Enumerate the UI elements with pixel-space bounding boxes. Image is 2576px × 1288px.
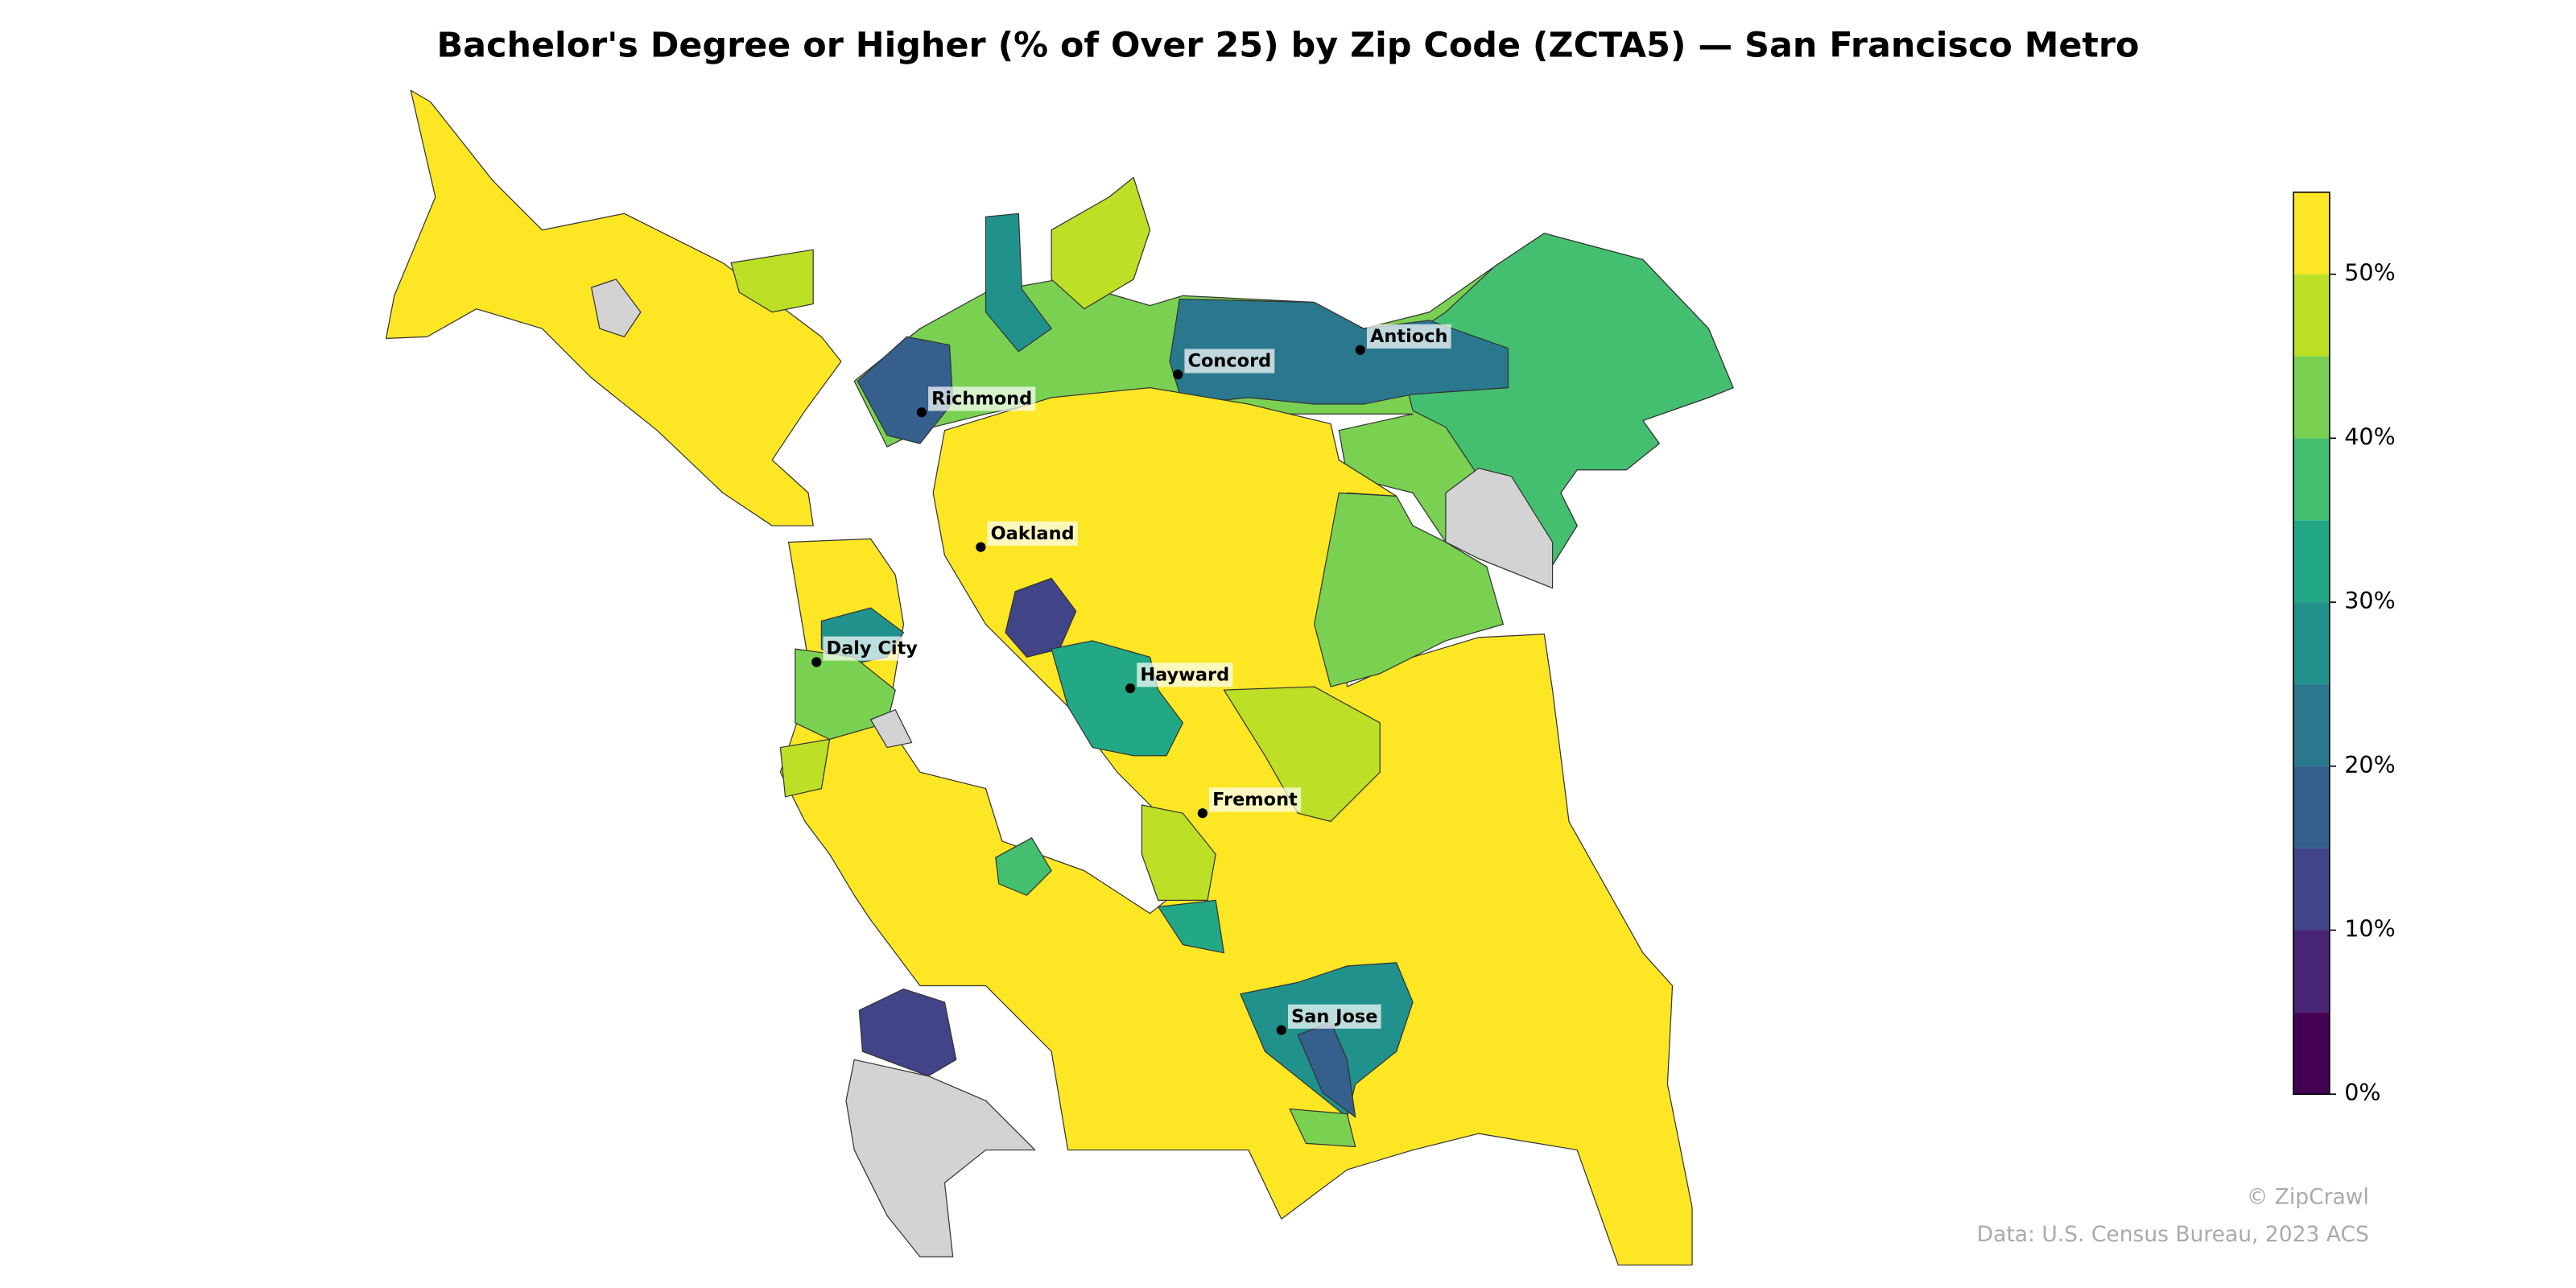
- city-label-bg: [823, 636, 922, 661]
- city-dot: [1355, 345, 1365, 355]
- region: [1445, 468, 1554, 589]
- city-label-bg: [1366, 324, 1451, 349]
- tick-label: 10%: [2344, 914, 2396, 942]
- city-label-bg: [1184, 349, 1275, 374]
- region: [1289, 1108, 1356, 1148]
- tick-label: 20%: [2344, 751, 2396, 778]
- city-label-bg: [928, 386, 1036, 411]
- credit: © ZipCrawl: [2247, 1184, 2369, 1209]
- colorbar-frame: [2293, 191, 2330, 1095]
- city-dot: [1125, 683, 1136, 694]
- color-bin: [2293, 930, 2330, 1013]
- color-bin: [2293, 192, 2330, 275]
- color-bin: [2293, 766, 2330, 848]
- city-label: Fremont: [1212, 789, 1298, 810]
- region: [858, 988, 957, 1077]
- city-label-bg: [987, 521, 1078, 546]
- color-bin: [2293, 274, 2330, 357]
- city-label: San Jose: [1291, 1006, 1377, 1027]
- region: [995, 837, 1052, 896]
- tick-label: 40%: [2344, 423, 2396, 450]
- city-label: Daly City: [827, 638, 919, 659]
- color-bin: [2293, 602, 2330, 684]
- region: [779, 738, 831, 798]
- region: [730, 249, 814, 313]
- region: [1158, 899, 1225, 954]
- city-dot: [1173, 369, 1183, 380]
- credit: Data: U.S. Census Bureau, 2023 ACS: [1977, 1222, 2369, 1247]
- region: [1141, 804, 1216, 901]
- tick-label: 30%: [2344, 587, 2396, 614]
- city-label-bg: [1137, 663, 1233, 687]
- city-label-bg: [1209, 787, 1302, 812]
- region: [1314, 492, 1504, 687]
- colorbar: 0% 10% 20% 30% 40% 50%: [2293, 191, 2396, 1106]
- tick-label: 0%: [2344, 1079, 2380, 1106]
- region: [1396, 233, 1734, 579]
- region: [870, 709, 913, 749]
- city-dot: [811, 657, 822, 667]
- city-label: Richmond: [931, 388, 1032, 409]
- city-label: Hayward: [1140, 664, 1229, 685]
- color-bin: [2293, 438, 2330, 521]
- region: [845, 1059, 1036, 1257]
- city-label: Antioch: [1370, 326, 1447, 347]
- city-label: Oakland: [991, 523, 1075, 544]
- map: [385, 89, 1734, 1266]
- map-title: Bachelor's Degree or Higher (% of Over 2…: [437, 26, 2140, 66]
- city-dot: [1276, 1025, 1286, 1035]
- color-bin: [2293, 520, 2330, 603]
- region: [985, 213, 1052, 353]
- color-bin: [2293, 848, 2330, 931]
- tick-label: 50%: [2344, 259, 2396, 287]
- city-label: Concord: [1188, 350, 1272, 371]
- color-bin: [2293, 356, 2330, 439]
- city-label-bg: [1288, 1004, 1381, 1029]
- city-labels: Richmond Concord Antioch Oakland Daly City Ha…: [811, 324, 1451, 1035]
- city-dot: [916, 407, 927, 418]
- city-dot: [1197, 808, 1208, 819]
- region: [591, 279, 642, 337]
- color-bin: [2293, 1012, 2330, 1095]
- city-dot: [976, 542, 986, 552]
- color-bin: [2293, 683, 2330, 766]
- region: [1223, 686, 1381, 823]
- region: [1051, 176, 1151, 310]
